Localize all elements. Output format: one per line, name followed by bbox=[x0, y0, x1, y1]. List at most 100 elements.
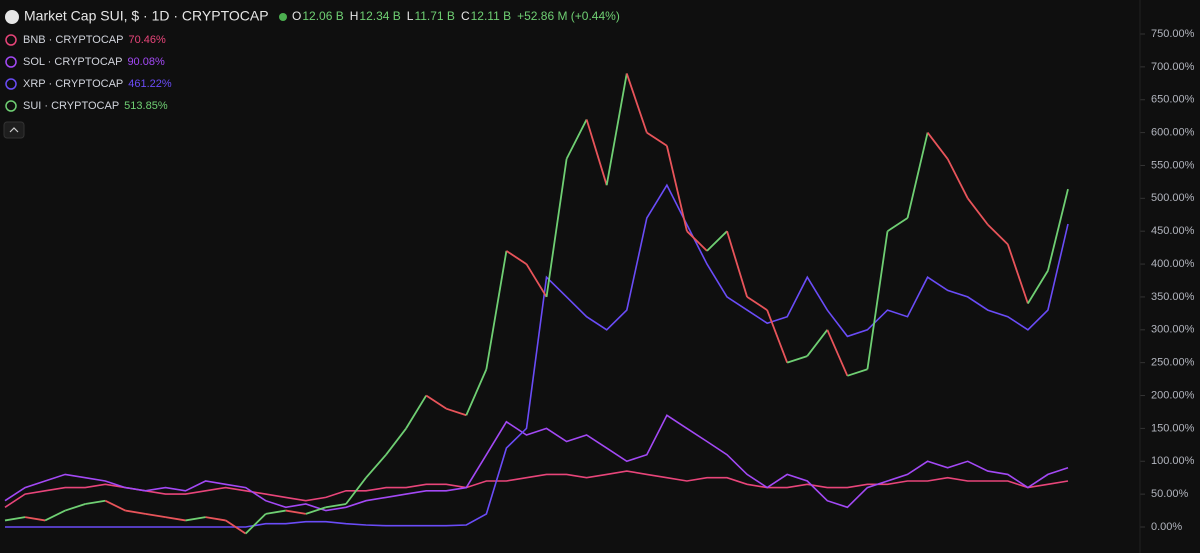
price-segment bbox=[967, 197, 989, 226]
legend-name: XRP · CRYPTOCAP bbox=[23, 78, 123, 90]
price-segment bbox=[545, 158, 568, 298]
price-segment bbox=[1027, 270, 1049, 304]
price-segment bbox=[485, 250, 508, 370]
y-tick-label: 500.00% bbox=[1151, 192, 1195, 204]
price-segment bbox=[505, 250, 527, 265]
price-segment bbox=[766, 309, 789, 363]
y-tick-label: 200.00% bbox=[1151, 389, 1195, 401]
price-segment bbox=[746, 296, 768, 311]
legend-value: 513.85% bbox=[124, 100, 168, 112]
price-segment bbox=[726, 230, 748, 298]
y-tick-label: 600.00% bbox=[1151, 127, 1195, 139]
price-segment bbox=[145, 512, 166, 519]
y-tick-label: 0.00% bbox=[1151, 521, 1182, 533]
price-segment bbox=[24, 516, 46, 522]
price-segment bbox=[4, 516, 26, 522]
legend: BNB · CRYPTOCAP 70.46% SOL · CRYPTOCAP 90.0… bbox=[5, 34, 172, 112]
y-tick-label: 700.00% bbox=[1151, 61, 1195, 73]
ohlc-label: L bbox=[407, 9, 414, 23]
price-segment bbox=[405, 395, 427, 429]
price-segment bbox=[225, 519, 247, 535]
ohlc-value: 11.71 B bbox=[414, 9, 454, 23]
collapse-icon bbox=[9, 127, 19, 133]
y-tick-label: 300.00% bbox=[1151, 324, 1195, 336]
price-segment bbox=[44, 509, 66, 522]
y-tick-label: 50.00% bbox=[1151, 488, 1189, 500]
price-segment bbox=[285, 509, 306, 515]
price-segment bbox=[265, 509, 286, 515]
price-segment bbox=[786, 355, 808, 364]
legend-name: SUI · CRYPTOCAP bbox=[23, 100, 119, 112]
legend-name: SOL · CRYPTOCAP bbox=[23, 56, 122, 68]
price-segment bbox=[926, 132, 949, 160]
price-segment bbox=[706, 230, 728, 252]
price-segment bbox=[565, 119, 588, 160]
price-segment bbox=[946, 158, 969, 199]
y-tick-label: 450.00% bbox=[1151, 225, 1195, 237]
price-segment bbox=[64, 503, 86, 512]
price-segment bbox=[1047, 188, 1069, 271]
ohlc-label: C bbox=[461, 9, 470, 23]
y-tick-label: 650.00% bbox=[1151, 94, 1195, 106]
plot-area: 0.00% 50.00% 100.00% 150.00% 200.00% 250.00% 3… bbox=[4, 0, 1195, 553]
legend-value: 90.08% bbox=[127, 56, 165, 68]
y-tick-label: 250.00% bbox=[1151, 357, 1195, 369]
y-tick-label: 100.00% bbox=[1151, 455, 1195, 467]
legend-value: 461.22% bbox=[128, 78, 172, 90]
price-segment bbox=[866, 231, 889, 370]
price-segment bbox=[585, 119, 608, 186]
price-segment bbox=[646, 131, 668, 147]
price-segment bbox=[165, 516, 186, 522]
series-line bbox=[4, 414, 1069, 512]
price-segment bbox=[245, 513, 267, 535]
ohlc-label: H bbox=[350, 9, 359, 23]
price-segment bbox=[806, 329, 829, 357]
ohlc-value: 12.11 B bbox=[471, 9, 511, 23]
price-segment bbox=[987, 223, 1009, 245]
status-dot bbox=[279, 13, 287, 21]
price-segment bbox=[345, 477, 367, 505]
chart-title: Market Cap SUI, $ · 1D · CRYPTOCAP bbox=[24, 8, 269, 24]
price-segment bbox=[465, 368, 488, 416]
ohlc-value: 12.34 B bbox=[359, 9, 400, 23]
legend-icon bbox=[5, 56, 17, 68]
price-segment bbox=[125, 509, 146, 515]
ohlc-label: O bbox=[292, 9, 301, 23]
y-tick-label: 150.00% bbox=[1151, 422, 1195, 434]
price-segment bbox=[665, 145, 688, 232]
legend-value: 70.46% bbox=[128, 34, 166, 46]
price-segment bbox=[365, 454, 387, 479]
price-segment bbox=[185, 516, 206, 522]
legend-icon bbox=[5, 100, 17, 112]
price-segment bbox=[104, 499, 126, 512]
price-segment bbox=[425, 394, 447, 410]
series-line bbox=[5, 183, 1069, 528]
price-segment bbox=[325, 503, 347, 509]
y-tick-label: 750.00% bbox=[1151, 28, 1195, 40]
price-segment bbox=[205, 516, 226, 522]
price-segment bbox=[305, 506, 327, 515]
legend-icon bbox=[5, 34, 17, 46]
ohlc-value: 12.06 B bbox=[302, 9, 343, 23]
y-tick-label: 550.00% bbox=[1151, 159, 1195, 171]
y-tick-label: 400.00% bbox=[1151, 258, 1195, 270]
y-tick-label: 350.00% bbox=[1151, 291, 1195, 303]
collapse-button[interactable] bbox=[3, 121, 25, 139]
ohlc-values: O 12.06 B H 12.34 B L 11.71 B C 12.11 B +52.86 M… bbox=[292, 9, 620, 23]
price-segment bbox=[886, 217, 909, 232]
symbol-icon bbox=[5, 10, 19, 24]
series-line bbox=[4, 470, 1069, 508]
price-segment bbox=[686, 230, 708, 252]
price-segment bbox=[445, 407, 467, 417]
legend-name: BNB · CRYPTOCAP bbox=[23, 34, 123, 46]
price-segment bbox=[1006, 244, 1029, 304]
legend-icon bbox=[5, 78, 17, 90]
price-segment bbox=[847, 368, 868, 377]
price-segment bbox=[605, 73, 628, 186]
change-value: +52.86 M (+0.44%) bbox=[517, 9, 620, 23]
price-segment bbox=[826, 329, 849, 377]
price-segment bbox=[85, 499, 106, 505]
price-segment bbox=[385, 427, 407, 456]
